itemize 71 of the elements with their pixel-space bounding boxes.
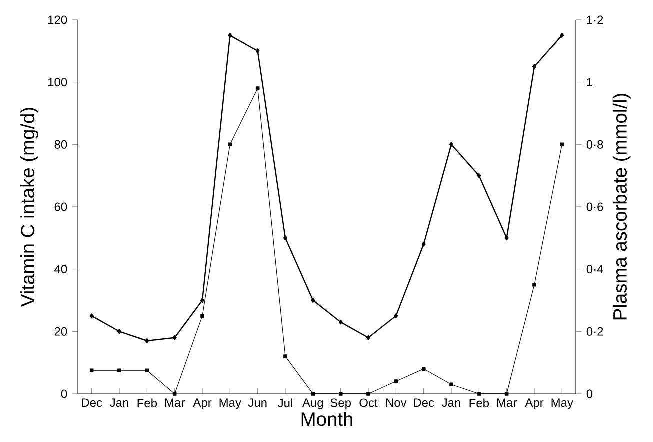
x-tick-label: Apr	[525, 398, 544, 410]
y2-tick-label: 0·2	[586, 327, 604, 336]
y-tick-label: 20	[54, 327, 68, 336]
x-tick-label: Feb	[138, 398, 158, 408]
x-tick-label: Jan	[442, 398, 460, 408]
point	[284, 354, 288, 358]
point	[118, 368, 122, 373]
y2-tick-label: 0·6	[586, 202, 604, 212]
x-tick-label: May	[220, 398, 242, 410]
point	[504, 236, 509, 241]
point	[256, 86, 260, 90]
y2-tick-label: 0·8	[586, 140, 604, 149]
point	[200, 298, 205, 303]
point	[560, 33, 564, 38]
x-tick-label: Feb	[470, 398, 489, 408]
point	[532, 283, 536, 287]
x-tick-label: Dec	[82, 398, 102, 408]
point	[560, 142, 564, 147]
point	[422, 367, 426, 371]
point	[228, 33, 232, 38]
point	[311, 392, 316, 396]
point	[172, 392, 177, 396]
x-tick-label: Oct	[360, 398, 378, 408]
point	[145, 338, 150, 344]
y2-tick-label: 1	[587, 78, 592, 86]
point	[366, 335, 370, 340]
point	[366, 392, 370, 396]
point	[90, 368, 94, 373]
y2-axis-title: Plasma ascorbate (mmol/l)	[612, 94, 631, 320]
x-tick-label: Aug	[302, 398, 324, 410]
point	[172, 335, 177, 340]
y2-tick-label: 1·2	[587, 16, 604, 24]
y-tick-label: 80	[54, 140, 68, 149]
y2-tick-label: 0	[586, 390, 593, 398]
y-tick-label: 60	[54, 202, 68, 212]
point	[256, 48, 260, 54]
point	[311, 298, 316, 303]
y2-tick-label: 0·4	[586, 265, 604, 274]
point	[118, 329, 122, 334]
point	[338, 320, 343, 325]
x-tick-label: Jan	[110, 398, 128, 408]
y-tick-label: 40	[54, 265, 68, 274]
point	[477, 392, 482, 396]
point	[394, 380, 398, 384]
point	[532, 64, 536, 70]
point	[450, 142, 454, 148]
point	[477, 173, 482, 178]
point	[90, 314, 94, 319]
x-tick-label: Jul	[278, 398, 292, 408]
x-tick-label: Mar	[165, 398, 185, 408]
y-tick-label: 0	[61, 390, 68, 398]
point	[200, 314, 204, 318]
point	[284, 236, 288, 241]
point	[394, 314, 398, 319]
point	[450, 382, 454, 387]
x-tick-label: Apr	[193, 398, 212, 410]
x-tick-label: Mar	[497, 398, 517, 408]
x-tick-label: Sep	[330, 398, 352, 410]
y-tick-label: 120	[48, 16, 68, 24]
x-tick-label: Nov	[386, 398, 407, 408]
point	[422, 242, 426, 247]
point	[504, 392, 509, 396]
point	[338, 392, 343, 396]
x-axis-title: Month	[302, 412, 352, 426]
point	[228, 142, 232, 147]
y-axis-title: Vitamin C intake (mg/d)	[20, 108, 38, 308]
x-tick-label: Dec	[414, 398, 434, 408]
y-tick-label: 100	[48, 78, 68, 87]
x-tick-label: May	[552, 398, 574, 410]
point	[145, 368, 150, 373]
x-tick-label: Jun	[248, 398, 267, 408]
